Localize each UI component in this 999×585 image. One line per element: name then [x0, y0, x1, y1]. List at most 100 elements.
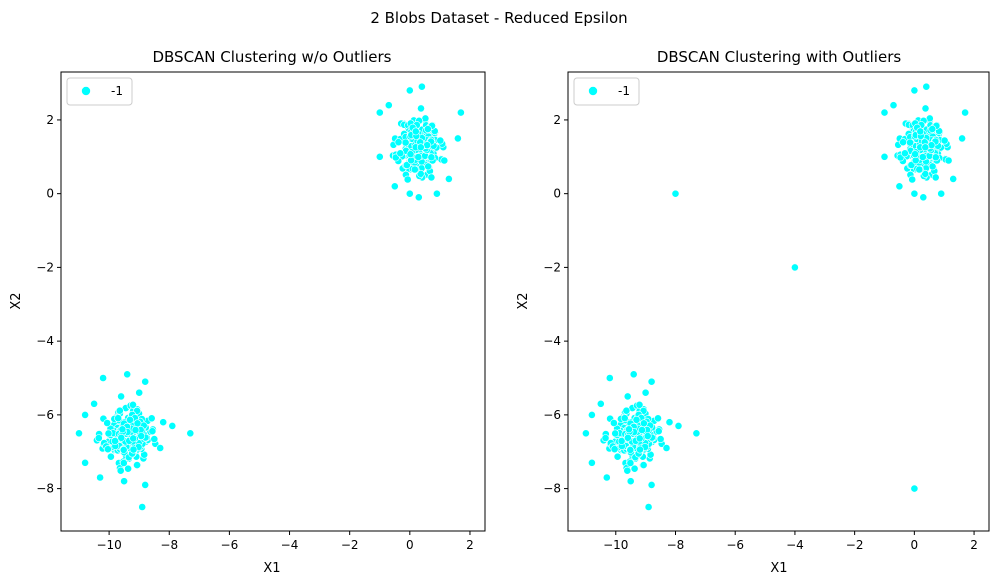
scatter-point	[958, 134, 966, 143]
left-legend: -1	[66, 77, 133, 106]
scatter-point	[456, 108, 465, 117]
scatter-point	[921, 169, 930, 178]
x-tick-label: −10	[603, 538, 628, 552]
scatter-point	[107, 452, 115, 461]
right-scatter-points	[582, 82, 969, 511]
y-tick-label: −2	[543, 260, 561, 274]
scatter-point	[899, 138, 907, 147]
scatter-point	[186, 429, 195, 438]
scatter-point	[423, 125, 432, 134]
scatter-point	[901, 149, 909, 158]
scatter-point	[440, 156, 449, 165]
right-scatter-plot: DBSCAN Clustering with Outliers X1 X2 −1…	[516, 48, 990, 576]
scatter-point	[674, 421, 683, 430]
x-tick-label: 0	[406, 538, 414, 552]
scatter-point	[921, 104, 930, 113]
scatter-point	[944, 156, 953, 165]
scatter-point	[632, 415, 641, 424]
scatter-point	[96, 473, 104, 482]
scatter-point	[647, 480, 656, 489]
scatter-point	[931, 173, 940, 182]
scatter-point	[611, 429, 620, 438]
scatter-point	[133, 419, 142, 428]
scatter-point	[375, 152, 384, 161]
legend-marker	[588, 86, 598, 96]
right-y-axis-label: X2	[516, 292, 531, 309]
scatter-point	[636, 445, 644, 454]
scatter-point	[406, 150, 415, 159]
scatter-point	[610, 445, 619, 454]
scatter-point	[129, 445, 138, 454]
scatter-point	[129, 434, 138, 443]
x-tick-label: −2	[341, 538, 359, 552]
scatter-point	[601, 434, 610, 442]
y-tick-label: 2	[46, 113, 54, 127]
scatter-point	[635, 400, 644, 409]
scatter-point	[931, 153, 940, 162]
scatter-point	[622, 406, 631, 415]
scatter-point	[124, 464, 133, 473]
scatter-point	[640, 419, 648, 428]
scatter-point	[141, 377, 150, 386]
scatter-point	[427, 173, 436, 182]
x-tick-label: −4	[281, 538, 299, 552]
scatter-point	[81, 410, 89, 419]
scatter-point	[94, 434, 103, 442]
scatter-point	[117, 392, 125, 401]
scatter-point	[114, 414, 122, 423]
scatter-point	[625, 425, 633, 434]
scatter-point	[120, 477, 128, 486]
left-axes-frame	[60, 71, 486, 532]
scatter-point	[895, 182, 904, 191]
scatter-point	[626, 477, 635, 486]
scatter-point	[880, 152, 889, 161]
scatter-point	[401, 138, 410, 147]
scatter-point	[908, 175, 917, 184]
scatter-point	[605, 374, 614, 382]
scatter-point	[588, 458, 596, 467]
scatter-point	[432, 189, 441, 198]
scatter-point	[424, 162, 433, 171]
scatter-point	[436, 136, 445, 145]
scatter-point	[405, 86, 414, 95]
scatter-point	[630, 464, 639, 473]
scatter-point	[123, 370, 132, 379]
right-x-axis-label: X1	[770, 561, 787, 576]
left-scatter-plot: DBSCAN Clustering w/o Outliers X1 X2 −10…	[9, 48, 486, 576]
scatter-point	[662, 444, 671, 452]
scatter-point	[928, 162, 937, 171]
scatter-point	[410, 165, 419, 174]
scatter-point	[135, 388, 144, 397]
scatter-point	[937, 189, 946, 198]
scatter-point	[791, 263, 799, 272]
x-tick-label: 2	[970, 538, 978, 552]
scatter-point	[928, 125, 937, 134]
scatter-point	[126, 415, 134, 424]
scatter-point	[623, 466, 632, 475]
legend-label: -1	[111, 84, 123, 98]
y-tick-label: −4	[36, 334, 54, 348]
x-tick-label: −8	[667, 538, 685, 552]
scatter-point	[390, 182, 399, 191]
scatter-point	[159, 418, 168, 427]
scatter-point	[626, 459, 635, 467]
left-scatter-points	[75, 82, 465, 511]
scatter-point	[119, 459, 128, 467]
scatter-point	[906, 138, 914, 147]
scatter-point	[384, 101, 393, 110]
scatter-point	[911, 150, 919, 159]
x-tick-label: −6	[221, 538, 239, 552]
scatter-point	[117, 433, 126, 442]
scatter-point	[647, 377, 656, 386]
y-tick-label: 2	[553, 113, 561, 127]
scatter-point	[617, 437, 626, 445]
legend-marker	[81, 86, 91, 96]
scatter-point	[919, 193, 928, 202]
scatter-point	[116, 466, 125, 475]
scatter-point	[417, 104, 425, 113]
scatter-point	[131, 426, 140, 434]
scatter-point	[118, 425, 127, 434]
scatter-point	[148, 427, 157, 436]
scatter-point	[444, 174, 453, 183]
